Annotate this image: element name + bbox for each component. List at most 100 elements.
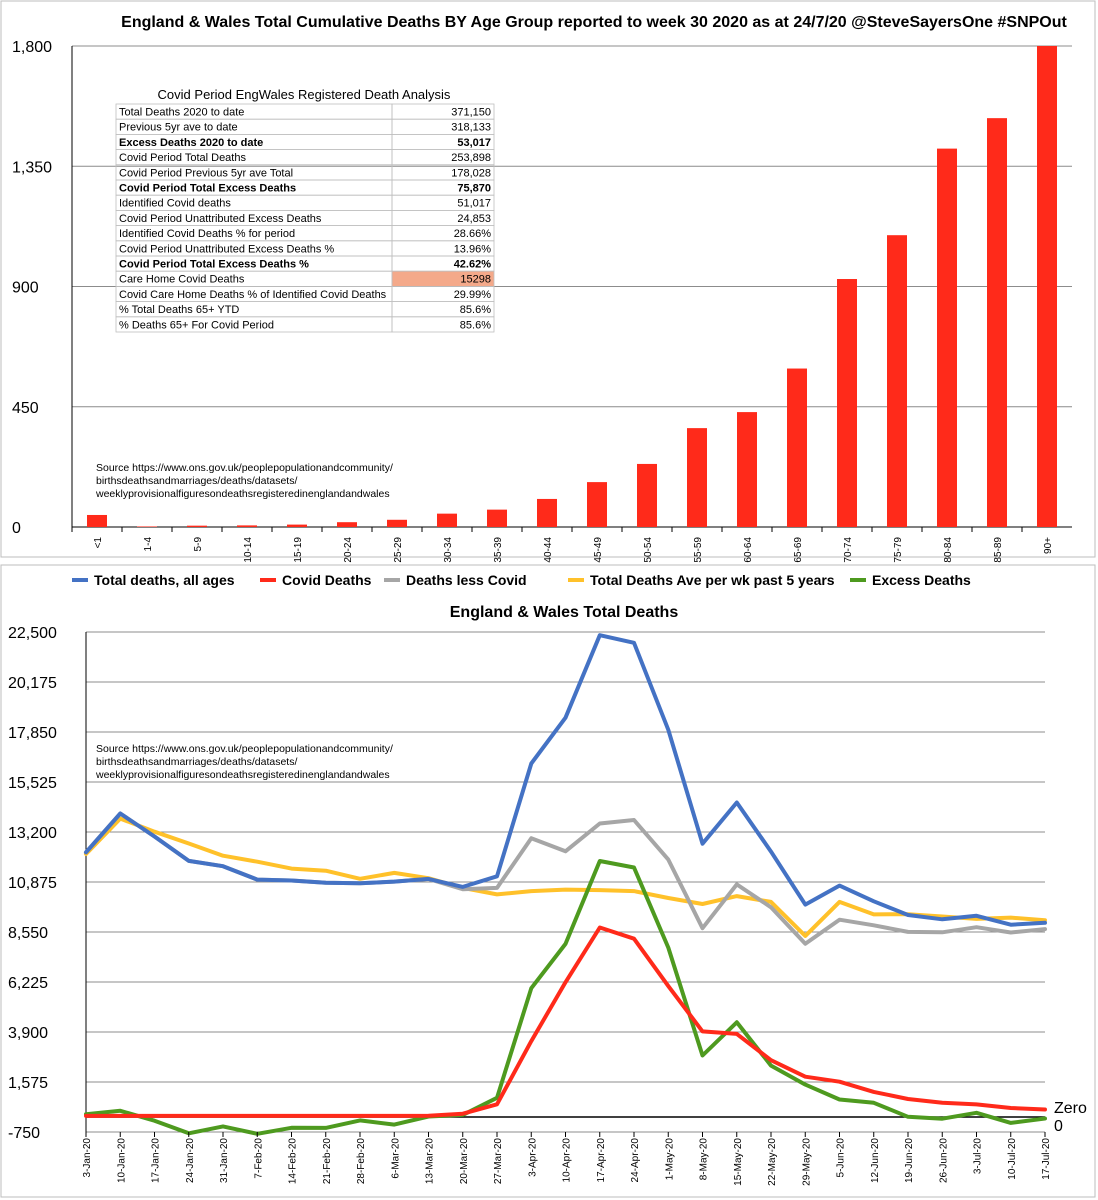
bar-y-tick-label: 0 <box>12 520 21 537</box>
line-x-tick-label: 8-May-20 <box>699 1138 710 1181</box>
line-x-tick-label: 24-Jan-20 <box>185 1138 196 1183</box>
bar-x-tick-label: 25-29 <box>393 537 404 563</box>
bar-source-line-2: birthsdeathsandmarriages/deaths/datasets… <box>96 475 297 487</box>
line-x-tick-label: 10-Apr-20 <box>562 1138 573 1183</box>
line-y-tick-label: 20,175 <box>8 675 57 692</box>
table-row-value: 318,133 <box>451 122 491 134</box>
bar-x-tick-label: <1 <box>93 537 104 549</box>
bar-chart-title: England & Wales Total Cumulative Deaths … <box>121 14 1067 31</box>
table-row-label: Identified Covid Deaths % for period <box>119 228 295 240</box>
line-y-tick-label: 1,575 <box>8 1075 48 1092</box>
table-row-value: 15298 <box>460 274 491 286</box>
bar-source-note: Source https://www.ons.gov.uk/peoplepopu… <box>95 462 393 500</box>
bar <box>187 525 207 527</box>
line-x-tick-label: 17-Jan-20 <box>151 1138 162 1183</box>
series-line <box>84 859 1047 1136</box>
bar <box>387 519 407 527</box>
table-row-label: Care Home Covid Deaths <box>119 274 245 286</box>
line-x-tick-label: 6-Mar-20 <box>390 1138 401 1179</box>
table-row-value: 371,150 <box>451 107 491 119</box>
line-x-tick-label: 31-Jan-20 <box>219 1138 230 1183</box>
table-row-value: 51,017 <box>457 198 491 210</box>
series-line <box>84 816 1047 938</box>
line-y-tick-label: 22,500 <box>8 625 57 642</box>
bar <box>437 513 457 527</box>
bar-y-tick-label: 1,350 <box>12 159 52 176</box>
bar <box>987 118 1007 528</box>
line-chart-x-axis: 3-Jan-20 10-Jan-20 17-Jan-20 24-Jan-20 31-Ja… <box>82 1132 1052 1186</box>
bar-x-tick-label: 20-24 <box>343 537 354 563</box>
bar-y-tick-label: 450 <box>12 400 39 417</box>
bar-x-tick-label: 75-79 <box>893 537 904 563</box>
bar <box>737 412 757 527</box>
line-source-line-3: weeklyprovisionalfiguresondeathsregister… <box>95 769 390 781</box>
line-x-tick-label: 17-Apr-20 <box>596 1138 607 1183</box>
table-row-label: Excess Deaths 2020 to date <box>119 137 263 149</box>
line-x-tick-label: 10-Jul-20 <box>1007 1138 1018 1180</box>
table-row-value: 178,028 <box>451 167 491 179</box>
line-source-line-2: birthsdeathsandmarriages/deaths/datasets… <box>96 756 297 768</box>
bar-x-tick-label: 85-89 <box>993 537 1004 563</box>
table-highlight-cell <box>392 271 494 287</box>
bar <box>237 525 257 527</box>
line-chart-series <box>84 633 1047 1136</box>
line-chart-title: England & Wales Total Deaths <box>450 604 679 621</box>
line-x-tick-label: 14-Feb-20 <box>288 1138 299 1185</box>
table-row-value: 253,898 <box>451 152 491 164</box>
line-chart-legend: Total deaths, all ages Covid Deaths Deaths… <box>72 572 971 588</box>
line-panel-frame <box>0 564 1096 1198</box>
bar-x-tick-label: 80-84 <box>943 537 954 563</box>
line-x-tick-label: 21-Feb-20 <box>322 1138 333 1185</box>
table-row-value: 53,017 <box>457 137 491 149</box>
bar <box>687 428 707 527</box>
line-source-line-1: Source https://www.ons.gov.uk/peoplepopu… <box>96 743 393 755</box>
bar <box>937 148 957 527</box>
bar-x-tick-label: 5-9 <box>193 537 204 552</box>
line-x-tick-label: 19-Jun-20 <box>904 1138 915 1183</box>
bar-x-tick-label: 30-34 <box>443 537 454 563</box>
bar-source-line-1: Source https://www.ons.gov.uk/peoplepopu… <box>96 462 393 474</box>
bar-chart-x-axis: <1 1-4 5-9 10-14 15-19 20-24 25-29 30-34 35-39 40… <box>71 527 1054 563</box>
analysis-table-title: Covid Period EngWales Registered Death A… <box>158 87 451 102</box>
bar-source-line-3: weeklyprovisionalfiguresondeathsregister… <box>95 488 390 500</box>
legend-label: Total Deaths Ave per wk past 5 years <box>590 572 835 588</box>
bar-x-tick-label: 90+ <box>1043 537 1054 554</box>
table-row-value: 28.66% <box>454 228 492 240</box>
line-x-tick-label: 27-Mar-20 <box>493 1138 504 1185</box>
bar-x-tick-label: 55-59 <box>693 537 704 563</box>
bar-chart-bars <box>87 46 1057 528</box>
line-source-note: Source https://www.ons.gov.uk/peoplepopu… <box>95 743 393 781</box>
line-y-tick-label: 15,525 <box>8 775 57 792</box>
table-row-value: 85.6% <box>460 319 491 331</box>
series-line <box>84 811 1047 946</box>
line-y-tick-label: 13,200 <box>8 825 57 842</box>
table-row-value: 13.96% <box>454 243 492 255</box>
table-row-label: Covid Period Previous 5yr ave Total <box>119 167 293 179</box>
line-x-tick-label: 7-Feb-20 <box>253 1138 264 1179</box>
bar <box>787 368 807 527</box>
line-y-tick-label: 6,225 <box>8 975 48 992</box>
line-x-tick-label: 15-May-20 <box>733 1138 744 1186</box>
bar <box>287 524 307 527</box>
table-row-label: Covid Period Unattributed Excess Deaths … <box>119 243 334 255</box>
line-x-tick-label: 26-Jun-20 <box>938 1138 949 1183</box>
bar <box>337 522 357 527</box>
line-y-tick-label: 17,850 <box>8 725 57 742</box>
line-x-tick-label: 24-Apr-20 <box>630 1138 641 1183</box>
line-y-tick-label: -750 <box>8 1125 40 1142</box>
table-row-value: 24,853 <box>457 213 491 225</box>
series-line <box>84 633 1047 927</box>
table-row-label: Previous 5yr ave to date <box>119 122 238 134</box>
bar-x-tick-label: 50-54 <box>643 537 654 563</box>
line-x-tick-label: 1-May-20 <box>664 1138 675 1181</box>
bar <box>537 498 557 527</box>
bar-x-tick-label: 10-14 <box>243 537 254 563</box>
bar <box>137 526 157 527</box>
bar-x-tick-label: 15-19 <box>293 537 304 563</box>
table-row-label: Covid Period Total Excess Deaths % <box>119 259 309 271</box>
zero-annotation: Zero <box>1054 1100 1087 1117</box>
line-y-tick-label: 8,550 <box>8 925 48 942</box>
table-row-label: Covid Care Home Deaths % of Identified C… <box>119 289 387 301</box>
zero-value-annotation: 0 <box>1054 1118 1063 1135</box>
table-row-value: 85.6% <box>460 304 491 316</box>
